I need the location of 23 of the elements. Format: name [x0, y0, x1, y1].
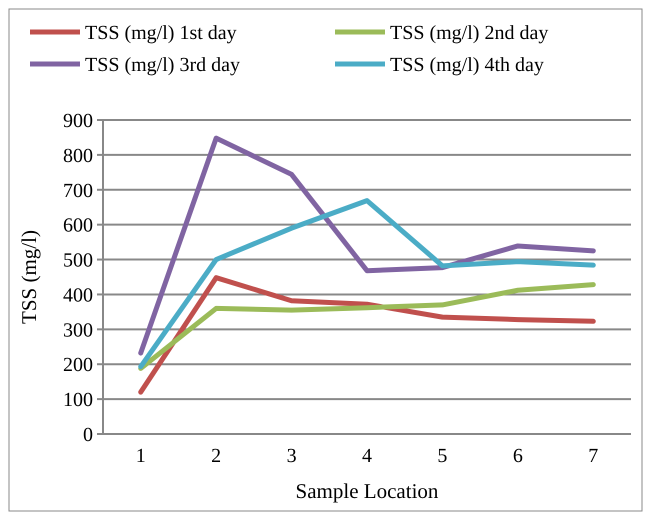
x-tick-label: 1 [136, 445, 146, 467]
y-tick-label: 400 [63, 284, 93, 306]
y-tick-label: 900 [63, 110, 93, 132]
x-axis-title: Sample Location [296, 479, 439, 503]
y-tick-label: 100 [63, 389, 93, 412]
y-tick-label: 800 [63, 144, 93, 167]
x-tick-label: 5 [437, 445, 448, 467]
y-tick-label: 500 [63, 250, 93, 272]
x-tick-label: 7 [588, 445, 598, 467]
y-tick-label: 0 [83, 424, 93, 446]
legend-label: TSS (mg/l) 2nd day [390, 22, 548, 44]
x-tick-label: 2 [211, 445, 222, 467]
y-tick-label: 300 [63, 319, 93, 342]
x-tick-label: 4 [362, 445, 372, 467]
legend-label: TSS (mg/l) 3rd day [85, 54, 240, 76]
y-axis-title: TSS (mg/l) [17, 230, 41, 324]
y-tick-label: 600 [63, 214, 93, 237]
x-tick-label: 3 [286, 445, 297, 467]
legend-label: TSS (mg/l) 1st day [85, 22, 237, 44]
y-tick-label: 700 [63, 180, 93, 202]
x-tick-label: 6 [512, 445, 523, 467]
legend-label: TSS (mg/l) 4th day [390, 54, 544, 76]
y-tick-label: 200 [63, 354, 93, 376]
